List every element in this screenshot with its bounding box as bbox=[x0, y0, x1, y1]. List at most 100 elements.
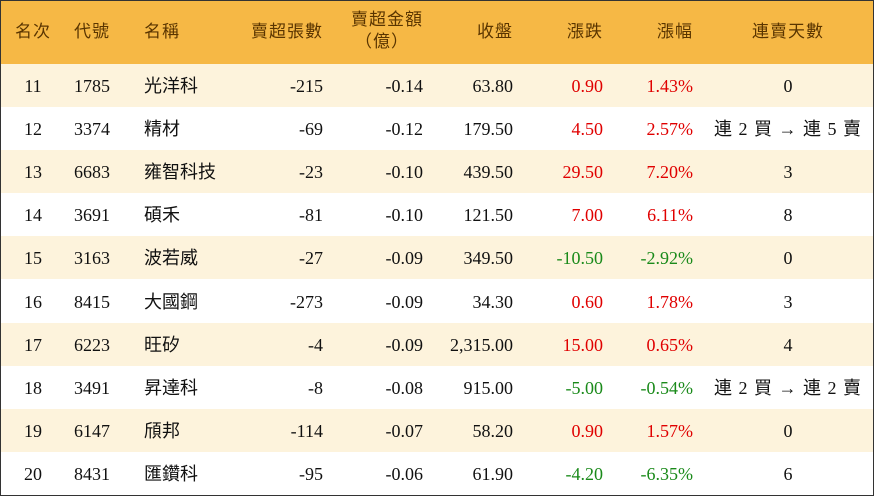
cell: 12 bbox=[24, 119, 42, 140]
cell: 6223 bbox=[74, 334, 110, 355]
cell: -0.14 bbox=[385, 76, 424, 96]
cell: 旺矽 bbox=[144, 334, 180, 355]
cell: 1.43% bbox=[646, 76, 694, 96]
cell: 3491 bbox=[74, 377, 110, 398]
cell: 匯鑽科 bbox=[144, 463, 198, 484]
cell: -27 bbox=[299, 248, 323, 269]
cell: 439.50 bbox=[463, 162, 514, 183]
header-cell: 連賣天數 bbox=[752, 22, 824, 41]
cell: 碩禾 bbox=[144, 205, 180, 226]
cell: 34.30 bbox=[472, 291, 514, 312]
header-cell: 名稱 bbox=[144, 22, 180, 41]
cell: 雍智科技 bbox=[144, 162, 216, 183]
table-row: 19 6147 頎邦 -114 -0.07 58.20 0.90 1.57% 0 bbox=[1, 408, 873, 452]
cell: -0.08 bbox=[385, 377, 424, 398]
cell: 波若威 bbox=[144, 248, 198, 269]
cell: -215 bbox=[290, 76, 323, 96]
table-row: 17 6223 旺矽 -4 -0.09 2,315.00 15.00 0.65% 4 bbox=[1, 322, 873, 366]
cell: 19 bbox=[24, 420, 42, 441]
cell: 3163 bbox=[74, 248, 110, 269]
cell: -0.54% bbox=[640, 377, 694, 398]
cell: -114 bbox=[290, 420, 323, 441]
header-cell: 名次 bbox=[15, 22, 51, 41]
cell: -0.10 bbox=[385, 162, 424, 183]
cell: 連 2 買 → 連 2 賣 bbox=[714, 377, 862, 398]
cell: 昇達科 bbox=[144, 377, 198, 398]
cell: 349.50 bbox=[463, 248, 514, 269]
cell: -4.20 bbox=[565, 463, 604, 484]
cell: 915.00 bbox=[463, 377, 514, 398]
table-row: 12 3374 精材 -69 -0.12 179.50 4.50 2.57% 連 2 買 → 連… bbox=[1, 107, 873, 150]
cell: 20 bbox=[24, 463, 42, 484]
cell: 15.00 bbox=[562, 334, 604, 355]
cell: 0 bbox=[783, 76, 793, 96]
table-row: 20 8431 匯鑽科 -95 -0.06 61.90 -4.20 -6.35% 6 bbox=[1, 452, 873, 495]
cell: 3 bbox=[783, 162, 793, 183]
cell: 18 bbox=[24, 377, 42, 398]
cell: 3374 bbox=[74, 119, 110, 140]
cell: -0.10 bbox=[385, 205, 424, 226]
cell: 光洋科 bbox=[144, 76, 198, 96]
cell: 4 bbox=[783, 334, 793, 355]
cell: 8 bbox=[783, 205, 793, 226]
cell: 29.50 bbox=[562, 162, 604, 183]
cell: 0.90 bbox=[571, 420, 604, 441]
cell: 2,315.00 bbox=[450, 334, 513, 355]
cell: -2.92% bbox=[640, 248, 694, 269]
header-cell: 賣超張數 bbox=[251, 22, 323, 41]
cell: 7.20% bbox=[646, 162, 694, 183]
cell: 8431 bbox=[74, 463, 110, 484]
header-cell: 收盤 bbox=[477, 22, 513, 41]
cell: 121.50 bbox=[463, 205, 514, 226]
table-row: 15 3163 波若威 -27 -0.09 349.50 -10.50 -2.92% 0 bbox=[1, 236, 873, 280]
cell: 6.11% bbox=[647, 205, 693, 226]
cell: -10.50 bbox=[556, 248, 604, 269]
cell: 63.80 bbox=[472, 76, 514, 96]
cell: 0.65% bbox=[646, 334, 694, 355]
cell: -0.06 bbox=[385, 463, 424, 484]
cell: -0.12 bbox=[385, 119, 424, 140]
header-cell: 漲跌 bbox=[567, 22, 603, 41]
table-row: 18 3491 昇達科 -8 -0.08 915.00 -5.00 -0.54% 連 2 買 →… bbox=[1, 366, 873, 409]
cell: 7.00 bbox=[571, 205, 604, 226]
cell: 6 bbox=[783, 463, 793, 484]
cell: 頎邦 bbox=[144, 420, 180, 441]
cell: -5.00 bbox=[565, 377, 604, 398]
cell: -95 bbox=[299, 463, 323, 484]
header-cell: （億） bbox=[355, 32, 409, 51]
header-cell: 漲幅 bbox=[657, 22, 693, 41]
table-row: 11 1785 光洋科 -215 -0.14 63.80 0.90 1.43% 0 bbox=[1, 64, 873, 108]
cell: -6.35% bbox=[640, 463, 694, 484]
cell: 11 bbox=[24, 76, 42, 96]
cell: 6147 bbox=[74, 420, 110, 441]
cell: -81 bbox=[299, 205, 323, 226]
cell: 14 bbox=[24, 205, 42, 226]
cell: 1.57% bbox=[646, 420, 694, 441]
cell: 4.50 bbox=[571, 119, 604, 140]
cell: 6683 bbox=[74, 162, 110, 183]
cell: 3691 bbox=[74, 205, 110, 226]
cell: 0.60 bbox=[571, 291, 604, 312]
cell: 連 2 買 → 連 5 賣 bbox=[714, 119, 862, 140]
cell: 8415 bbox=[74, 291, 110, 312]
header-cell: 代號 bbox=[74, 22, 110, 41]
cell: -69 bbox=[299, 119, 323, 140]
cell: 1785 bbox=[74, 76, 110, 96]
cell: -23 bbox=[299, 162, 323, 183]
cell: 2.57% bbox=[646, 119, 694, 140]
cell: 0 bbox=[783, 420, 793, 441]
cell: 15 bbox=[24, 248, 42, 269]
cell: -0.09 bbox=[385, 248, 424, 269]
cell: 58.20 bbox=[472, 420, 514, 441]
cell: -0.09 bbox=[385, 334, 424, 355]
cell: 精材 bbox=[144, 119, 180, 140]
cell: 16 bbox=[24, 291, 42, 312]
table-row: 16 8415 大國鋼 -273 -0.09 34.30 0.60 1.78% 3 bbox=[1, 280, 873, 323]
cell: -4 bbox=[308, 334, 323, 355]
cell: -0.09 bbox=[385, 291, 424, 312]
cell: -0.07 bbox=[385, 420, 424, 441]
cell: 13 bbox=[24, 162, 42, 183]
cell: 0.90 bbox=[571, 76, 604, 96]
cell: 17 bbox=[24, 334, 42, 355]
